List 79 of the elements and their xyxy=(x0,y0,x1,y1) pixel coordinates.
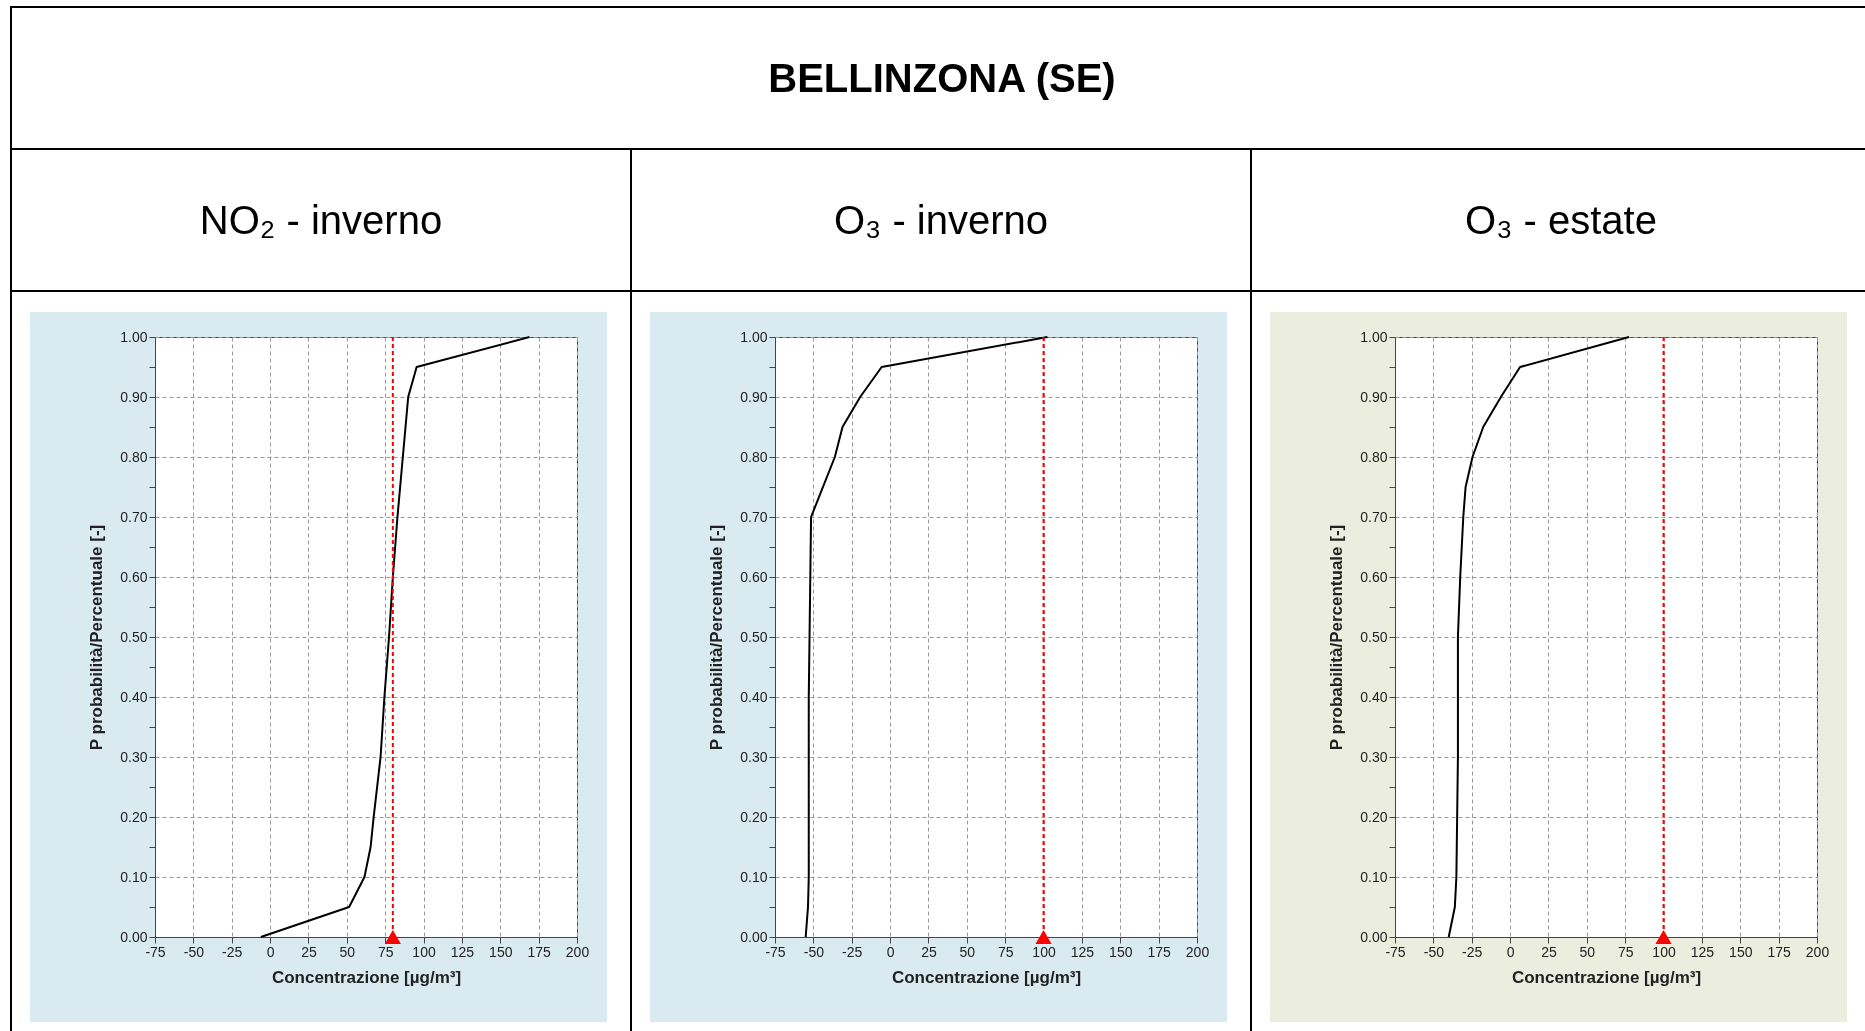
y-tick-label: 0.90 xyxy=(740,388,768,405)
y-tick-label: 1.00 xyxy=(1360,328,1388,345)
x-tick-label: 100 xyxy=(1032,943,1056,960)
y-tick-label: 0.00 xyxy=(1360,928,1388,945)
y-tick-label: 0.30 xyxy=(1360,748,1388,765)
x-tick-label: 175 xyxy=(527,943,552,960)
y-tick-label: 0.30 xyxy=(120,748,148,765)
x-tick-label: 75 xyxy=(997,943,1014,960)
x-tick-label: 125 xyxy=(1690,943,1715,960)
y-tick-label: 0.30 xyxy=(740,748,768,765)
x-axis-title: Concentrazione [µg/m³] xyxy=(271,967,462,987)
y-tick-label: 0.20 xyxy=(1360,808,1388,825)
x-tick-label: -75 xyxy=(765,943,786,960)
x-tick-label: 25 xyxy=(301,943,317,960)
y-tick-label: 1.00 xyxy=(120,328,148,345)
x-tick-label: 100 xyxy=(1652,943,1676,960)
x-tick-label: -25 xyxy=(1462,943,1483,960)
y-tick-label: 0.70 xyxy=(740,508,768,525)
x-tick-label: -50 xyxy=(803,943,825,960)
y-tick-label: 0.50 xyxy=(1360,628,1388,645)
y-tick-label: 0.40 xyxy=(120,688,148,705)
x-tick-label: 75 xyxy=(1617,943,1634,960)
x-tick-label: 50 xyxy=(339,943,356,960)
chart-title: O₃ - estate xyxy=(1252,150,1865,292)
y-tick-label: 0.10 xyxy=(120,868,148,885)
y-tick-label: 0.80 xyxy=(120,448,148,465)
y-tick-label: 1.00 xyxy=(740,328,768,345)
x-tick-label: 25 xyxy=(921,943,937,960)
x-tick-label: -50 xyxy=(183,943,205,960)
y-tick-label: 0.40 xyxy=(1360,688,1388,705)
y-tick-label: 0.60 xyxy=(120,568,148,585)
y-tick-label: 0.20 xyxy=(120,808,148,825)
x-tick-label: 0 xyxy=(886,943,895,960)
x-tick-label: 200 xyxy=(1805,943,1830,960)
x-tick-label: 0 xyxy=(266,943,275,960)
y-tick-label: 0.80 xyxy=(1360,448,1388,465)
y-tick-label: 0.60 xyxy=(740,568,768,585)
y-tick-label: 0.70 xyxy=(120,508,148,525)
x-tick-label: 75 xyxy=(377,943,394,960)
x-tick-label: 100 xyxy=(412,943,436,960)
x-tick-label: 200 xyxy=(565,943,590,960)
y-tick-label: 0.40 xyxy=(740,688,768,705)
x-tick-label: -75 xyxy=(145,943,166,960)
x-axis-title: Concentrazione [µg/m³] xyxy=(1511,967,1702,987)
y-tick-label: 0.80 xyxy=(740,448,768,465)
x-axis-title: Concentrazione [µg/m³] xyxy=(891,967,1082,987)
x-tick-label: -25 xyxy=(842,943,863,960)
y-tick-label: 0.20 xyxy=(740,808,768,825)
x-tick-label: 125 xyxy=(1070,943,1095,960)
y-tick-label: 0.50 xyxy=(740,628,768,645)
y-tick-label: 0.10 xyxy=(740,868,768,885)
y-axis-title: P probabilità/Percentuale [-] xyxy=(87,524,107,751)
y-axis-title: P probabilità/Percentuale [-] xyxy=(707,524,727,751)
x-tick-label: 175 xyxy=(1767,943,1792,960)
y-tick-label: 0.90 xyxy=(1360,388,1388,405)
y-tick-label: 0.70 xyxy=(1360,508,1388,525)
text: BELLINZONA (SE) xyxy=(12,8,1865,150)
x-tick-label: 200 xyxy=(1185,943,1210,960)
y-tick-label: 0.90 xyxy=(120,388,148,405)
x-tick-label: 150 xyxy=(1729,943,1753,960)
y-tick-label: 0.60 xyxy=(1360,568,1388,585)
chart-title: O₃ - inverno xyxy=(632,150,1250,292)
x-tick-label: -25 xyxy=(222,943,243,960)
x-tick-label: 125 xyxy=(450,943,475,960)
x-tick-label: 50 xyxy=(959,943,976,960)
x-tick-label: 175 xyxy=(1147,943,1172,960)
y-axis-title: P probabilità/Percentuale [-] xyxy=(1327,524,1347,751)
x-tick-label: 150 xyxy=(489,943,513,960)
x-tick-label: -75 xyxy=(1385,943,1406,960)
x-tick-label: 25 xyxy=(1541,943,1557,960)
x-tick-label: -50 xyxy=(1423,943,1445,960)
y-tick-label: 0.10 xyxy=(1360,868,1388,885)
x-tick-label: 50 xyxy=(1579,943,1596,960)
y-tick-label: 0.50 xyxy=(120,628,148,645)
y-tick-label: 0.00 xyxy=(740,928,768,945)
y-tick-label: 0.00 xyxy=(120,928,148,945)
x-tick-label: 0 xyxy=(1506,943,1515,960)
x-tick-label: 150 xyxy=(1109,943,1133,960)
chart-title: NO₂ - inverno xyxy=(12,150,630,292)
